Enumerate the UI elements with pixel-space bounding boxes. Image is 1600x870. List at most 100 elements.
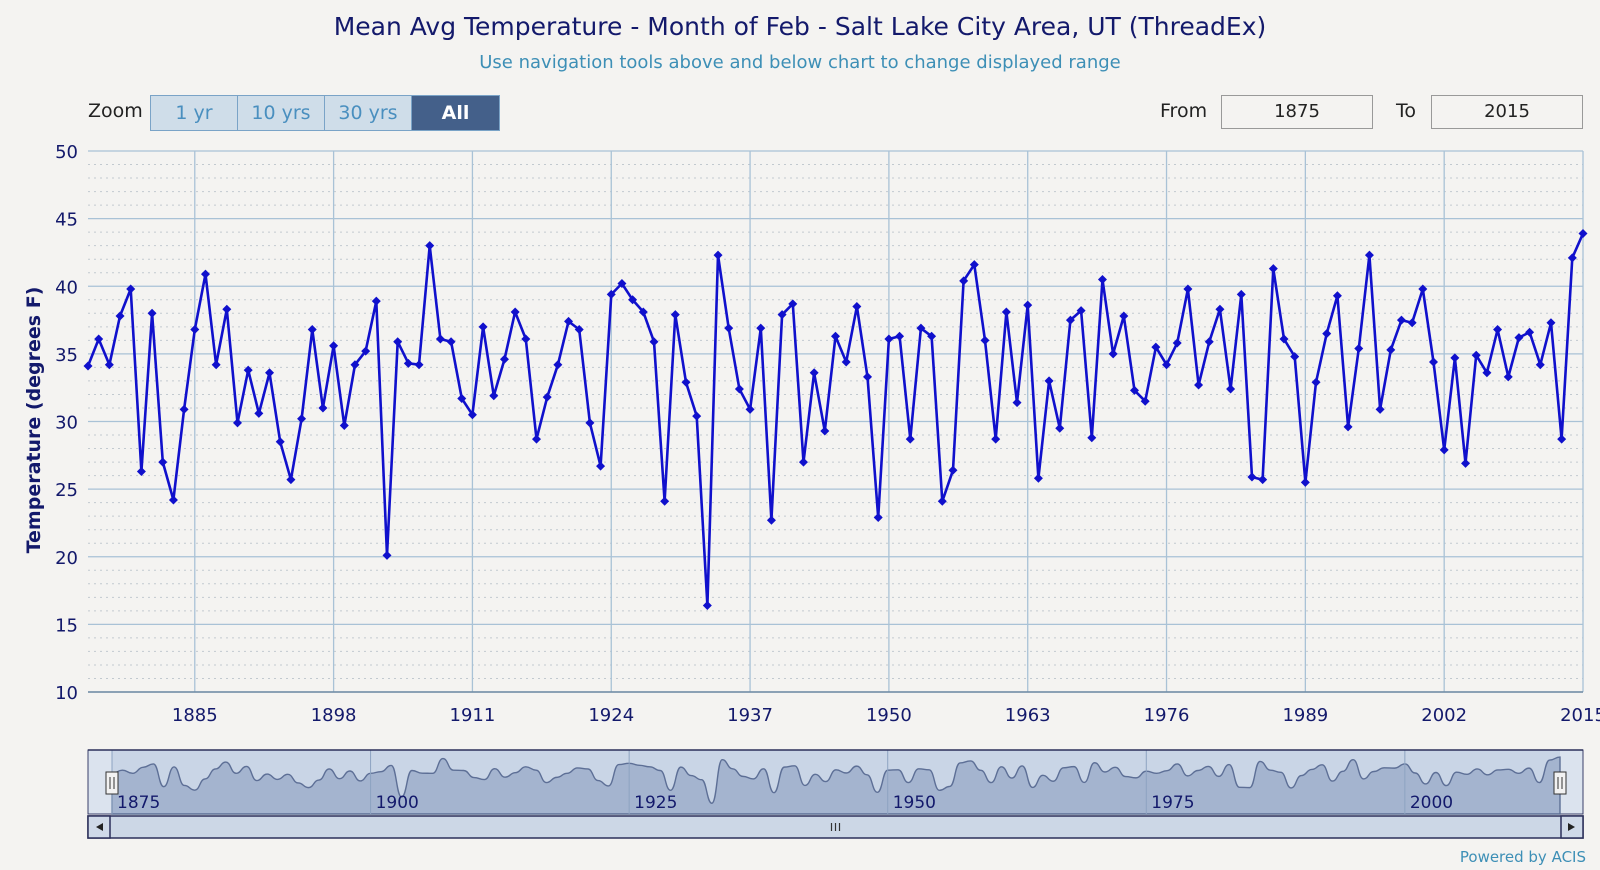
data-point[interactable] [1055, 423, 1065, 433]
navigator[interactable]: 1875 1900 1925 1950 1975 2000 [87, 749, 1584, 839]
data-point[interactable] [1300, 477, 1310, 487]
data-point[interactable] [190, 325, 200, 335]
data-point[interactable] [948, 465, 958, 475]
data-point[interactable] [1386, 345, 1396, 355]
data-point[interactable] [179, 404, 189, 414]
data-point[interactable] [1546, 318, 1556, 328]
data-point[interactable] [1247, 472, 1257, 482]
data-point[interactable] [649, 337, 659, 347]
data-point[interactable] [1215, 304, 1225, 314]
data-point[interactable] [254, 408, 264, 418]
data-point[interactable] [991, 434, 1001, 444]
data-point[interactable] [1364, 250, 1374, 260]
data-point[interactable] [1375, 404, 1385, 414]
data-point[interactable] [1322, 329, 1332, 339]
data-point[interactable] [1140, 396, 1150, 406]
data-point[interactable] [414, 360, 424, 370]
data-point[interactable] [83, 361, 93, 371]
data-point[interactable] [1503, 372, 1513, 382]
data-point[interactable] [564, 316, 574, 326]
data-point[interactable] [884, 334, 894, 344]
to-date-input[interactable]: 2015 [1431, 95, 1583, 129]
data-point[interactable] [1396, 315, 1406, 325]
data-point[interactable] [873, 513, 883, 523]
zoom-all-button[interactable]: All [412, 96, 499, 130]
data-point[interactable] [1119, 311, 1129, 321]
data-point[interactable] [489, 391, 499, 401]
data-point[interactable] [318, 403, 328, 413]
data-point[interactable] [1461, 458, 1471, 468]
data-point[interactable] [1033, 473, 1043, 483]
data-point[interactable] [467, 410, 477, 420]
data-point[interactable] [1194, 380, 1204, 390]
data-point[interactable] [734, 384, 744, 394]
data-point[interactable] [1044, 376, 1054, 386]
data-point[interactable] [959, 276, 969, 286]
data-point[interactable] [521, 334, 531, 344]
data-point[interactable] [1354, 343, 1364, 353]
data-point[interactable] [777, 310, 787, 320]
data-point[interactable] [1332, 291, 1342, 301]
data-point[interactable] [1471, 350, 1481, 360]
data-point[interactable] [1012, 398, 1022, 408]
data-point[interactable] [681, 377, 691, 387]
data-point[interactable] [628, 295, 638, 305]
data-point[interactable] [574, 325, 584, 335]
data-point[interactable] [596, 461, 606, 471]
data-point[interactable] [211, 360, 221, 370]
data-point[interactable] [1236, 289, 1246, 299]
data-point[interactable] [1204, 337, 1214, 347]
data-point[interactable] [713, 250, 723, 260]
data-point[interactable] [1578, 229, 1588, 239]
data-point[interactable] [265, 368, 275, 378]
data-point[interactable] [1407, 318, 1417, 328]
data-point[interactable] [606, 289, 616, 299]
data-point[interactable] [286, 475, 296, 485]
zoom-10yrs-button[interactable]: 10 yrs [238, 96, 325, 130]
data-point[interactable] [916, 323, 926, 333]
from-date-input[interactable]: 1875 [1221, 95, 1373, 129]
data-point[interactable] [1162, 360, 1172, 370]
data-point[interactable] [1172, 338, 1182, 348]
data-point[interactable] [831, 331, 840, 341]
data-point[interactable] [1290, 352, 1300, 362]
data-point[interactable] [553, 360, 563, 370]
data-point[interactable] [222, 304, 232, 314]
navigator-left-handle[interactable] [105, 771, 119, 795]
data-point[interactable] [638, 307, 648, 317]
data-point[interactable] [1087, 433, 1097, 443]
data-point[interactable] [371, 296, 381, 306]
data-point[interactable] [1514, 333, 1524, 343]
data-point[interactable] [927, 331, 937, 341]
data-point[interactable] [1108, 349, 1118, 359]
data-point[interactable] [1343, 422, 1353, 432]
data-point[interactable] [1258, 475, 1268, 485]
data-point[interactable] [756, 323, 766, 333]
data-point[interactable] [510, 307, 520, 317]
data-point[interactable] [969, 260, 979, 270]
data-point[interactable] [275, 437, 285, 447]
data-point[interactable] [1151, 342, 1161, 352]
data-point[interactable] [115, 311, 125, 321]
data-point[interactable] [1311, 377, 1321, 387]
data-point[interactable] [585, 418, 595, 428]
data-point[interactable] [1525, 327, 1535, 337]
data-point[interactable] [841, 357, 851, 367]
zoom-30yrs-button[interactable]: 30 yrs [325, 96, 412, 130]
data-point[interactable] [702, 600, 712, 610]
data-point[interactable] [660, 496, 670, 506]
data-point[interactable] [532, 434, 541, 444]
data-point[interactable] [435, 334, 445, 344]
data-point[interactable] [766, 515, 776, 525]
data-point[interactable] [1482, 368, 1492, 378]
data-point[interactable] [745, 404, 755, 414]
data-point[interactable] [158, 457, 168, 467]
data-point[interactable] [1418, 284, 1428, 294]
data-point[interactable] [499, 354, 509, 364]
data-point[interactable] [1279, 334, 1289, 344]
data-point[interactable] [147, 308, 157, 318]
data-point[interactable] [809, 368, 819, 378]
data-point[interactable] [126, 284, 136, 294]
data-point[interactable] [329, 341, 339, 351]
data-point[interactable] [307, 325, 317, 335]
